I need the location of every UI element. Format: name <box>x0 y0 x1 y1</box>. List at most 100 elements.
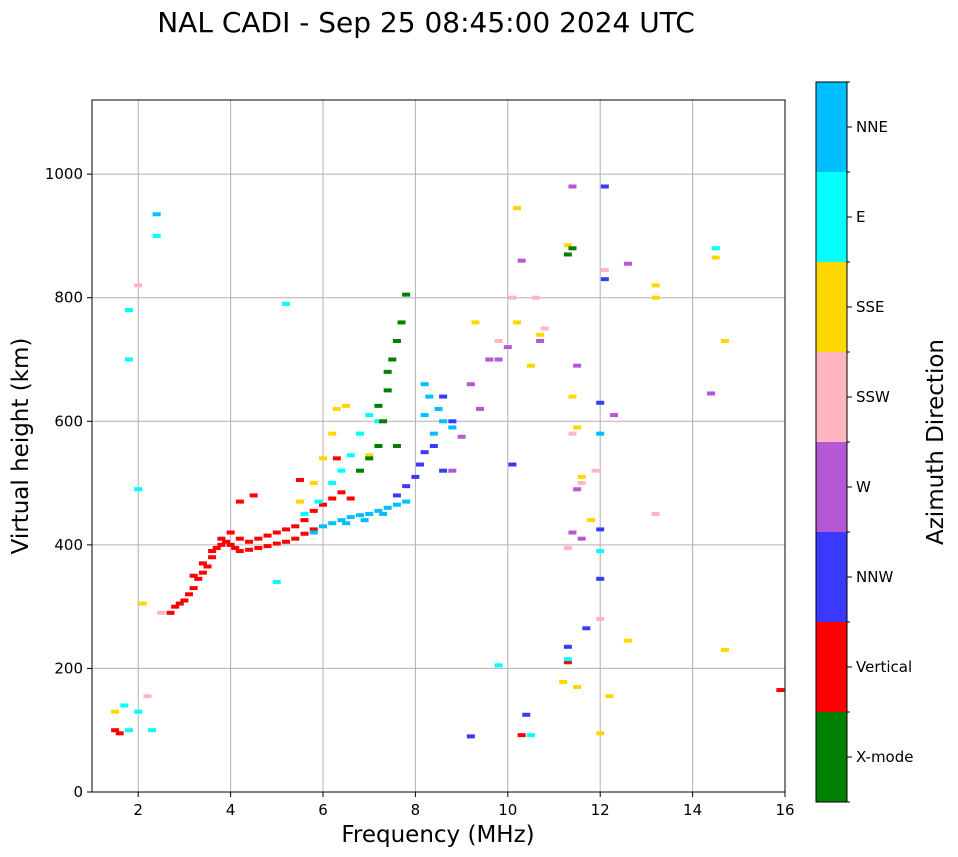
data-point-x-mode <box>563 252 572 257</box>
y-axis-label: Virtual height (km) <box>8 338 34 555</box>
data-point-e <box>272 579 281 584</box>
data-point-w <box>623 261 632 266</box>
data-point-x-mode <box>392 444 401 448</box>
data-point-w <box>573 487 582 492</box>
x-tick-label: 4 <box>226 801 236 819</box>
colorbar-label: Azimuth Direction <box>923 339 949 545</box>
data-point-sse <box>319 456 327 461</box>
data-point-w <box>448 468 457 473</box>
data-point-vertical <box>319 502 327 507</box>
data-point-vertical <box>203 564 212 569</box>
y-tick-label: 200 <box>54 659 83 677</box>
data-point-nnw <box>420 450 429 455</box>
data-point-vertical <box>235 499 244 504</box>
data-point-vertical <box>300 518 309 523</box>
data-point-vertical <box>346 496 355 501</box>
data-point-w <box>494 357 503 362</box>
data-point-ssw <box>494 338 503 343</box>
data-point-vertical <box>226 542 235 547</box>
data-point-x-mode <box>374 403 383 408</box>
data-point-vertical <box>111 728 120 733</box>
data-point-x-mode <box>388 357 397 362</box>
chart-title: NAL CADI - Sep 25 08:45:00 2024 UTC <box>157 6 695 39</box>
data-point-sse <box>605 694 614 699</box>
data-point-x-mode <box>383 388 392 393</box>
data-point-nnw <box>411 474 420 479</box>
data-point-x-mode <box>365 456 374 461</box>
colorbar-tick-label: SSW <box>856 388 890 406</box>
data-point-nnw <box>448 419 457 424</box>
data-point-sse <box>596 731 605 736</box>
data-point-vertical <box>221 539 230 544</box>
colorbar-segment <box>816 82 847 172</box>
colorbar-tick-label: W <box>856 478 871 496</box>
data-point-ssw <box>651 511 660 516</box>
data-point-e <box>355 431 364 436</box>
data-point-nne <box>360 518 369 523</box>
data-point-vertical <box>231 545 240 550</box>
colorbar-segment <box>816 352 847 442</box>
data-point-nne <box>355 513 364 518</box>
data-point-vertical <box>226 530 235 535</box>
data-point-sse <box>577 474 586 479</box>
data-point-x-mode <box>402 292 411 297</box>
data-point-vertical <box>217 536 226 541</box>
data-point-vertical <box>198 561 207 566</box>
data-point-e <box>526 733 535 738</box>
data-point-sse <box>111 709 120 714</box>
data-point-nne <box>420 413 429 418</box>
data-point-nnw <box>508 462 517 467</box>
data-point-vertical <box>249 493 258 498</box>
data-point-sse <box>328 431 337 436</box>
data-point-nnw <box>466 734 475 739</box>
colorbar-segment <box>816 442 847 532</box>
data-point-sse <box>711 255 720 260</box>
data-point-sse <box>568 394 577 399</box>
data-point-vertical <box>563 660 572 665</box>
data-point-nnw <box>596 576 605 581</box>
x-tick-label: 10 <box>498 801 517 819</box>
data-point-vertical <box>254 545 263 550</box>
x-axis: 2 4 6 8 10 12 14 16 <box>133 792 795 819</box>
data-point-sse <box>526 363 535 368</box>
data-point-w <box>536 338 545 343</box>
data-point-vertical <box>198 570 207 575</box>
data-point-vertical <box>776 688 785 693</box>
colorbar-tick-label: Vertical <box>856 658 912 676</box>
data-point-sse <box>309 481 318 486</box>
data-point-nne <box>337 518 346 523</box>
data-point-vertical <box>300 531 309 536</box>
data-point-vertical <box>185 592 194 597</box>
data-point-nnw <box>439 394 448 399</box>
data-point-vertical <box>180 598 189 603</box>
data-point-e <box>124 357 133 362</box>
data-point-vertical <box>189 586 198 591</box>
data-point-e <box>314 499 323 504</box>
data-point-sse <box>365 453 374 458</box>
data-point-nnw <box>600 277 609 282</box>
data-point-e <box>365 413 374 418</box>
data-point-vertical <box>194 576 203 581</box>
colorbar: X-mode Vertical NNW W SSW SSE E NNE <box>815 81 913 803</box>
colorbar-segment <box>816 532 847 622</box>
data-point-nne <box>319 524 327 529</box>
colorbar-tick-label: SSE <box>856 298 885 316</box>
data-point-e <box>124 308 133 313</box>
data-point-vertical <box>208 549 217 554</box>
data-point-nne <box>434 406 443 411</box>
data-point-x-mode <box>355 468 364 473</box>
data-point-sse <box>559 680 568 685</box>
x-axis-label: Frequency (MHz) <box>341 822 534 848</box>
data-point-vertical <box>332 456 341 461</box>
data-point-e <box>337 468 346 473</box>
data-point-ssw <box>508 295 517 300</box>
data-point-ssw <box>143 694 152 699</box>
data-point-vertical <box>282 527 291 532</box>
data-point-w <box>610 413 619 418</box>
x-tick-label: 8 <box>411 801 421 819</box>
data-point-nne <box>383 505 392 510</box>
data-point-sse <box>536 332 545 337</box>
data-point-nnw <box>439 468 448 473</box>
data-point-vertical <box>263 533 272 538</box>
